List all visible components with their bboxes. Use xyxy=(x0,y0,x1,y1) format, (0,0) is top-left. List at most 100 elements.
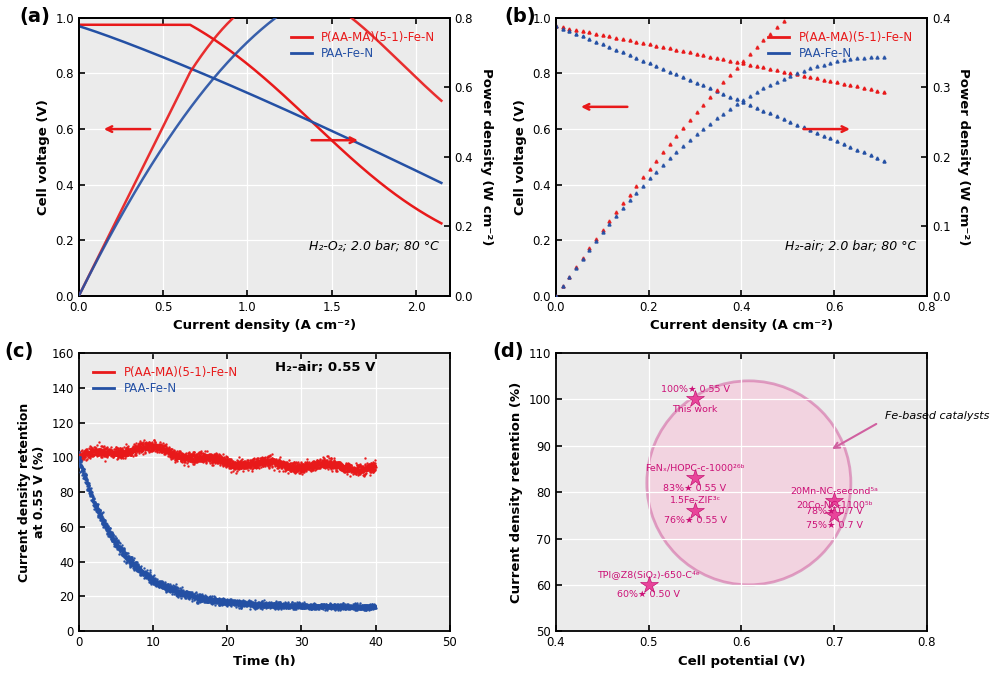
Point xyxy=(318,457,334,468)
Point xyxy=(206,453,222,464)
Point xyxy=(147,437,163,448)
Point xyxy=(157,445,173,456)
Point xyxy=(109,445,125,456)
Point xyxy=(242,463,258,474)
Point xyxy=(354,462,370,473)
Point xyxy=(212,595,228,606)
Point xyxy=(124,559,140,570)
Point xyxy=(205,452,221,462)
Point xyxy=(174,591,190,602)
Point xyxy=(130,441,146,452)
Point xyxy=(248,457,264,468)
Point xyxy=(276,459,292,470)
Point xyxy=(303,600,319,611)
Point xyxy=(328,600,344,610)
Point xyxy=(165,583,181,594)
Point xyxy=(169,587,185,598)
Point xyxy=(145,440,161,451)
Point xyxy=(270,460,286,470)
Point xyxy=(168,450,184,461)
Point xyxy=(226,458,242,468)
Point xyxy=(253,456,269,467)
Point xyxy=(345,599,361,610)
Point xyxy=(134,568,150,579)
Point xyxy=(208,596,224,607)
Point xyxy=(167,585,183,596)
Point xyxy=(80,448,96,458)
Point xyxy=(345,465,361,476)
Text: 76%★ 0.55 V: 76%★ 0.55 V xyxy=(664,516,727,525)
Point xyxy=(287,603,303,614)
Point xyxy=(108,540,124,551)
Point xyxy=(74,452,90,463)
Point xyxy=(350,465,366,476)
Point xyxy=(237,456,253,466)
Point xyxy=(238,600,254,610)
Point xyxy=(248,599,264,610)
Point xyxy=(216,595,232,606)
Point xyxy=(278,602,294,612)
Point xyxy=(246,602,262,613)
Point xyxy=(158,583,174,594)
Point xyxy=(196,593,212,604)
Point xyxy=(131,445,147,456)
Point xyxy=(365,602,381,613)
Point xyxy=(93,451,109,462)
Point xyxy=(243,462,259,473)
Point xyxy=(237,597,253,608)
Point xyxy=(345,602,361,613)
Point xyxy=(355,601,371,612)
Point xyxy=(292,460,308,471)
Point xyxy=(120,442,136,453)
Point xyxy=(217,595,233,606)
Point xyxy=(263,457,279,468)
Point xyxy=(343,464,359,475)
Point xyxy=(159,444,175,455)
Point xyxy=(213,454,229,464)
Point xyxy=(303,462,319,473)
Point xyxy=(283,600,299,611)
Point xyxy=(115,548,131,558)
Point xyxy=(333,599,349,610)
Point xyxy=(226,597,242,608)
Point xyxy=(95,514,111,525)
Point xyxy=(89,445,105,456)
Point xyxy=(316,602,332,612)
Point xyxy=(116,448,132,459)
Point xyxy=(325,457,341,468)
Point xyxy=(348,602,364,612)
Point xyxy=(90,446,106,457)
Point xyxy=(189,452,205,463)
Point xyxy=(104,527,120,537)
Point xyxy=(74,463,90,474)
Point xyxy=(219,597,235,608)
Point xyxy=(145,574,161,585)
Point xyxy=(139,439,155,450)
Point xyxy=(209,452,225,463)
Point xyxy=(104,448,120,458)
Point xyxy=(237,456,253,467)
Point xyxy=(244,599,260,610)
Point xyxy=(300,601,316,612)
Point xyxy=(219,452,235,463)
Point xyxy=(251,599,267,610)
Point xyxy=(258,601,274,612)
Point xyxy=(288,464,304,475)
Point xyxy=(278,458,294,468)
Point xyxy=(121,445,137,456)
Point xyxy=(268,459,284,470)
Point xyxy=(303,601,319,612)
Point xyxy=(163,454,179,464)
Point xyxy=(118,443,134,454)
Point xyxy=(139,441,155,452)
Point xyxy=(99,446,115,457)
Point xyxy=(103,445,119,456)
Point xyxy=(306,601,322,612)
Point xyxy=(84,490,100,501)
Point xyxy=(312,601,328,612)
Point xyxy=(275,456,291,466)
Point xyxy=(341,459,357,470)
Point xyxy=(332,605,348,616)
Point xyxy=(352,460,368,471)
Point xyxy=(119,551,135,562)
